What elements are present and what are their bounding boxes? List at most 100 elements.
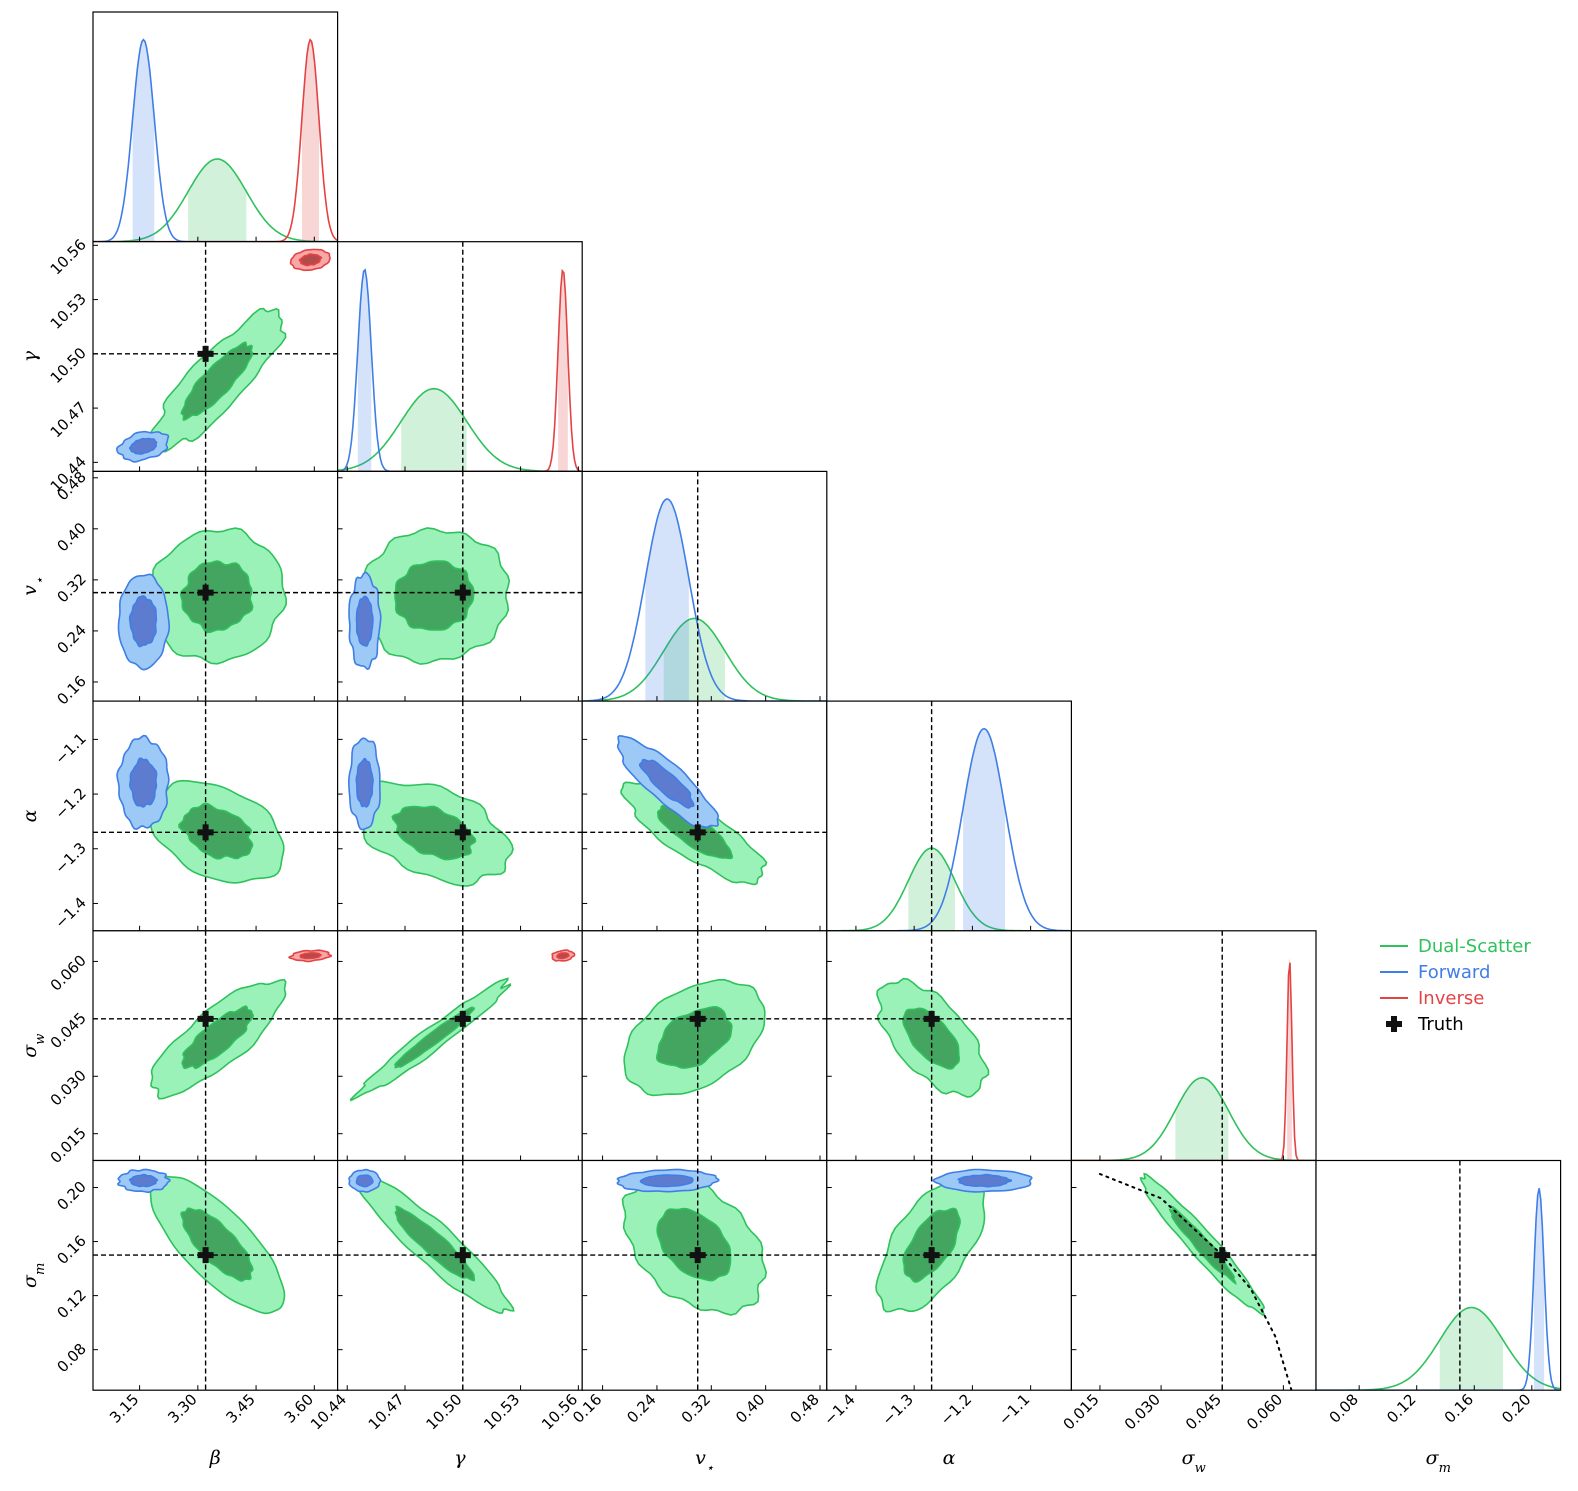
y-tick-label-alpha: −1.4 (51, 894, 89, 932)
y-axis-label-sigw: σw (19, 1034, 48, 1058)
marginal-band-inverse (558, 269, 568, 472)
truth-marker (689, 824, 706, 841)
truth-marker (454, 1010, 471, 1027)
x-tick-label-sigw: 0.015 (1060, 1390, 1103, 1433)
x-axis-label-beta: β (209, 1447, 221, 1469)
contour-inner-forward (128, 595, 158, 648)
panel-beta-beta-bg (93, 12, 338, 242)
marginal-line-inverse (93, 38, 338, 242)
marginal-line-forward (826, 727, 1072, 931)
marginal-band-forward (132, 39, 155, 242)
contour-inner-forward (129, 437, 158, 455)
panel-sigw-gamma-bg (337, 930, 583, 1161)
y-tick-label-sigw: 0.015 (47, 1124, 90, 1167)
truth-marker (689, 1010, 706, 1027)
y-tick-label-alpha: −1.2 (51, 784, 89, 822)
contour-inner-forward (128, 757, 158, 808)
contour-inner-forward (957, 1173, 1013, 1188)
y-tick-label-vstar: 0.24 (53, 621, 89, 657)
legend-label-dual-scatter: Dual-Scatter (1418, 936, 1531, 957)
y-tick-label-gamma: 10.56 (47, 235, 90, 278)
legend-label-truth: Truth (1417, 1014, 1464, 1035)
marginal-line-dual-scatter (93, 158, 338, 242)
x-tick-label-gamma: 10.44 (307, 1390, 350, 1433)
y-tick-label-sigw: 0.045 (47, 1009, 90, 1052)
contour-inner-dual-scatter (180, 341, 254, 421)
x-tick-label-sigw: 0.045 (1182, 1390, 1225, 1433)
marginal-band-inverse (301, 39, 319, 242)
contour-inner-forward (638, 758, 695, 809)
y-axis-label-vstar: v⋆ (19, 577, 48, 596)
y-tick-label-sigm: 0.08 (53, 1340, 89, 1376)
x-tick-label-alpha: −1.3 (878, 1390, 916, 1428)
panel-sigw-sigw-bg (1071, 930, 1316, 1161)
truth-marker (197, 824, 214, 841)
x-tick-label-vstar: 0.40 (732, 1390, 768, 1426)
marginal-band-dual-scatter (1439, 1307, 1503, 1391)
truth-marker (197, 1010, 214, 1027)
y-tick-label-vstar: 0.16 (53, 672, 89, 708)
contour-inner-forward (128, 1173, 159, 1188)
marginal-line-dual-scatter (582, 617, 827, 702)
panel-vstar-vstar-bg (582, 471, 827, 702)
x-tick-label-gamma: 10.53 (480, 1390, 523, 1433)
panel-sigm-sigm-bg (1316, 1160, 1561, 1391)
y-tick-label-sigm: 0.20 (53, 1178, 89, 1214)
x-tick-label-alpha: −1.4 (820, 1390, 858, 1428)
contour-inner-dual-scatter (180, 1207, 254, 1282)
truth-marker (923, 1010, 940, 1027)
contour-inner-dual-scatter (655, 1005, 733, 1069)
truth-marker (1214, 1247, 1231, 1264)
truth-marker (197, 345, 214, 362)
x-tick-label-gamma: 10.47 (365, 1390, 408, 1433)
y-axis-label-sigm: σm (19, 1263, 48, 1288)
contour-inner-dual-scatter (393, 1006, 476, 1069)
contour-inner-inverse (555, 952, 570, 960)
x-tick-label-vstar: 0.32 (678, 1390, 714, 1426)
panel-frame (1315, 1159, 1562, 1391)
marginal-band-dual-scatter (1175, 1077, 1229, 1161)
x-tick-label-gamma: 10.50 (423, 1390, 466, 1433)
contour-inner-inverse (298, 253, 323, 267)
x-axis-label-alpha: α (943, 1447, 956, 1469)
contour-inner-forward (639, 1174, 694, 1188)
contour-inner-forward (355, 757, 374, 808)
truth-marker (454, 1247, 471, 1264)
contour-inner-dual-scatter (181, 1005, 254, 1070)
contour-inner-dual-scatter (178, 802, 254, 860)
marginal-line-dual-scatter (826, 847, 1072, 931)
legend-label-forward: Forward (1418, 962, 1490, 983)
y-tick-label-alpha: −1.1 (51, 729, 89, 767)
panel-sigm-sigw-bg (1071, 1160, 1316, 1391)
x-tick-label-beta: 3.45 (223, 1390, 259, 1426)
x-tick-label-sigm: 0.20 (1498, 1390, 1534, 1426)
contour-inner-forward (355, 595, 374, 647)
contour-inner-inverse (299, 952, 322, 960)
y-tick-label-sigm: 0.12 (53, 1286, 89, 1322)
marginal-line-forward (93, 38, 338, 242)
marginal-band-forward (963, 728, 1005, 931)
legend-swatch-truth (1386, 1016, 1402, 1032)
x-tick-label-alpha: −1.1 (995, 1390, 1033, 1428)
truth-marker (197, 1247, 214, 1264)
contour-inner-dual-scatter (394, 560, 475, 631)
y-tick-label-vstar: 0.40 (53, 519, 89, 555)
x-tick-label-sigw: 0.060 (1243, 1390, 1286, 1433)
contour-inner-dual-scatter (394, 1205, 476, 1282)
contour-inner-dual-scatter (179, 560, 254, 634)
y-tick-label-alpha: −1.3 (51, 839, 89, 877)
y-tick-label-sigm: 0.16 (53, 1232, 89, 1268)
y-tick-label-sigw: 0.060 (47, 952, 90, 995)
marginal-band-dual-scatter (401, 388, 467, 472)
y-axis-label-gamma: γ (19, 350, 41, 362)
x-tick-label-sigw: 0.030 (1121, 1390, 1164, 1433)
truth-marker (689, 1247, 706, 1264)
x-axis-label-sigm: σm (1426, 1447, 1451, 1476)
panel-gamma-gamma-bg (337, 241, 583, 472)
truth-marker (197, 584, 214, 601)
truth-marker (923, 1247, 940, 1264)
x-tick-label-vstar: 0.24 (623, 1390, 659, 1426)
x-tick-label-sigm: 0.12 (1383, 1390, 1419, 1426)
marginal-band-dual-scatter (663, 618, 725, 702)
